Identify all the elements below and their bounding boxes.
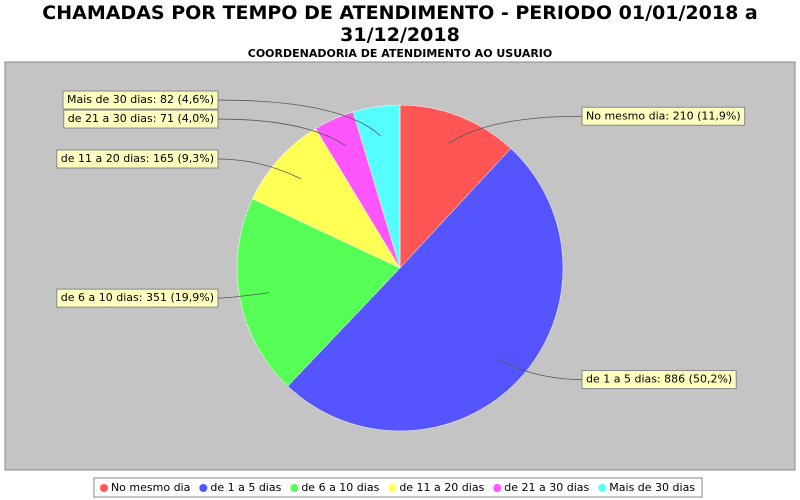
leader-line (448, 115, 583, 144)
legend: No mesmo dia de 1 a 5 dias de 6 a 10 dias d… (93, 477, 703, 498)
data-label-text: de 6 a 10 dias: 351 (19,9%) (61, 291, 214, 304)
legend-label: No mesmo dia (111, 481, 190, 494)
pie-slice (399, 104, 512, 269)
data-label: de 11 a 20 dias: 165 (9,3%) (56, 149, 219, 169)
pie-slice (287, 148, 564, 432)
legend-swatch (388, 484, 397, 492)
data-label-text: de 21 a 30 dias: 71 (4,0%) (68, 112, 214, 125)
data-label: de 21 a 30 dias: 71 (4,0%) (63, 109, 219, 129)
data-label: No mesmo dia: 210 (11,9%) (581, 106, 746, 126)
legend-swatch (199, 484, 208, 492)
data-label: Mais de 30 dias: 82 (4,6%) (62, 90, 219, 110)
legend-swatch (493, 484, 502, 492)
pie-slice (252, 128, 401, 269)
leader-line (217, 118, 346, 147)
data-label: de 6 a 10 dias: 351 (19,9%) (56, 288, 219, 308)
legend-label: de 1 a 5 dias (210, 481, 281, 494)
data-label-text: de 11 a 20 dias: 165 (9,3%) (61, 152, 214, 165)
data-label: de 1 a 5 dias: 886 (50,2%) (581, 370, 737, 390)
leader-line (217, 292, 269, 299)
leader-line (497, 359, 583, 380)
legend-label: Mais de 30 dias (609, 481, 695, 494)
leader-line (217, 99, 381, 137)
legend-label: de 11 a 20 dias (399, 481, 484, 494)
legend-label: de 6 a 10 dias (301, 481, 379, 494)
legend-swatch (99, 484, 108, 492)
data-label-text: de 1 a 5 dias: 886 (50,2%) (586, 373, 732, 386)
legend-box (93, 477, 703, 498)
data-label-text: No mesmo dia: 210 (11,9%) (586, 109, 741, 122)
pie-slice (352, 104, 401, 269)
legend-swatch (290, 484, 299, 492)
chart-title: CHAMADAS POR TEMPO DE ATENDIMENTO - PERI… (42, 2, 758, 46)
pie-slice (236, 198, 401, 387)
data-label-text: Mais de 30 dias: 82 (4,6%) (67, 93, 214, 106)
chart-subtitle: COORDENADORIA DE ATENDIMENTO AO USUARIO (247, 47, 553, 60)
legend-swatch (598, 484, 607, 492)
leader-line (217, 158, 301, 179)
legend-label: de 21 a 30 dias (504, 481, 589, 494)
